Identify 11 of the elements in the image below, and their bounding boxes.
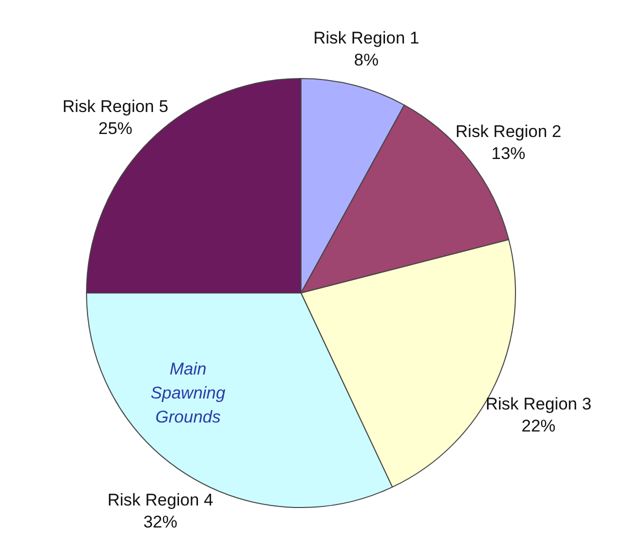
slice-label: Risk Region 2: [456, 122, 562, 141]
slice-label: Risk Region 1: [313, 28, 420, 48]
slice-label: Risk Region 3: [486, 394, 592, 414]
slice-label: Risk Region 5: [62, 97, 168, 116]
data-label: 22%: [522, 416, 556, 436]
data-label: 25%: [98, 119, 132, 138]
data-label: 8%: [354, 50, 379, 70]
slice-label: Risk Region 4: [107, 490, 214, 510]
text: Main Spawning Grounds: [150, 360, 226, 427]
data-label: 13%: [491, 144, 526, 163]
data-label: 32%: [143, 512, 178, 532]
